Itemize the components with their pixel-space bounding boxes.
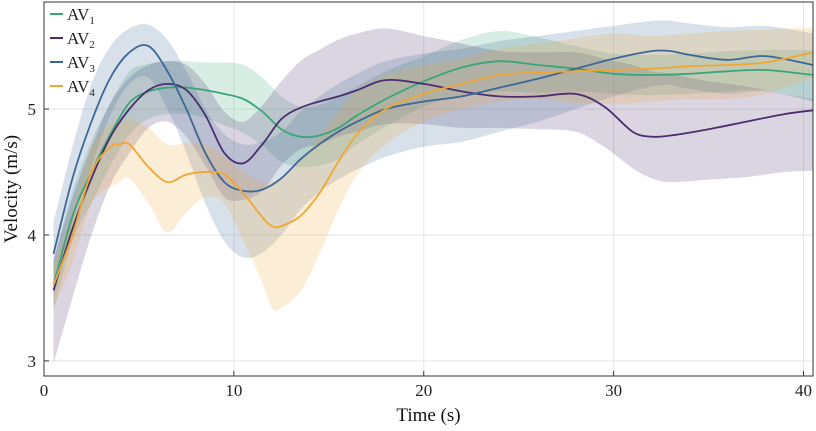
- axis-ticks: 0 10 20 30 40 3 4 5: [28, 100, 813, 400]
- band-av2: [53, 28, 813, 364]
- legend-entry-av1: AV1: [50, 5, 95, 27]
- x-tick-label: 10: [225, 381, 242, 400]
- legend-label: AV1: [67, 5, 95, 27]
- line-av4: [52, 51, 814, 286]
- x-tick-label: 0: [40, 381, 49, 400]
- legend-label-base: AV: [67, 29, 90, 48]
- legend-label: AV3: [67, 53, 95, 75]
- legend-label-base: AV: [67, 53, 90, 72]
- line-av1: [52, 60, 814, 286]
- legend-label-subscript: 4: [89, 87, 95, 99]
- band-av3: [53, 20, 813, 298]
- line-av3: [52, 44, 814, 255]
- line-av2: [52, 78, 814, 291]
- y-axis-title: Velocity (m/s): [1, 135, 22, 243]
- x-tick-label: 20: [415, 381, 432, 400]
- band-av1: [53, 30, 813, 311]
- y-tick-label: 3: [28, 352, 37, 371]
- y-tick-label: 5: [28, 100, 37, 119]
- series-lines: [52, 44, 814, 291]
- legend-label-base: AV: [67, 77, 90, 96]
- legend-label: AV2: [67, 29, 95, 51]
- legend-label-subscript: 2: [89, 39, 95, 51]
- x-axis-title: Time (s): [396, 405, 460, 426]
- x-tick-label: 40: [795, 381, 812, 400]
- legend-label: AV4: [67, 77, 95, 99]
- confidence-bands: [53, 20, 813, 364]
- legend-entry-av2: AV2: [50, 29, 95, 51]
- y-tick-label: 4: [28, 226, 37, 245]
- legend-label-base: AV: [67, 5, 90, 24]
- grid: [43, 2, 813, 376]
- legend-label-subscript: 1: [89, 15, 95, 27]
- band-av4: [53, 27, 813, 311]
- x-tick-label: 30: [605, 381, 622, 400]
- legend-label-subscript: 3: [89, 63, 95, 75]
- legend-entry-av4: AV4: [50, 77, 95, 99]
- legend-entry-av3: AV3: [50, 53, 95, 75]
- plot-frame: [43, 1, 814, 377]
